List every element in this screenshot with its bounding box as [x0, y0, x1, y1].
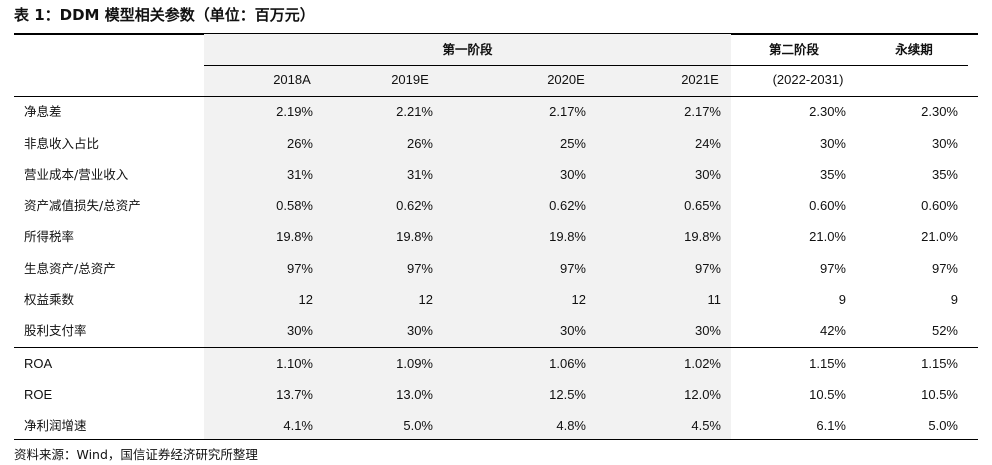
table-cell: 0.62%: [396, 198, 433, 213]
row-label: 净利润增速: [24, 418, 87, 433]
table-cell: 1.10%: [276, 356, 313, 371]
table-cell: 2.17%: [549, 104, 586, 119]
table-cell: 31%: [406, 167, 433, 182]
table-cell: 30%: [559, 323, 586, 338]
table-cell: 12.0%: [684, 387, 721, 402]
row-label: 营业成本/营业收入: [24, 167, 129, 182]
table-cell: 6.1%: [816, 418, 846, 433]
row-label: ROA: [24, 356, 53, 371]
row-label: 非息收入占比: [24, 136, 100, 151]
table-cell: 1.06%: [549, 356, 586, 371]
table-cell: 11: [707, 292, 722, 307]
header-year: 2020E: [547, 72, 585, 87]
table-cell: 30%: [694, 323, 721, 338]
table-cell: 1.02%: [684, 356, 721, 371]
table-cell: 97%: [694, 261, 721, 276]
table-cell: 21.0%: [921, 229, 958, 244]
table-cell: 30%: [694, 167, 721, 182]
table-cell: 42%: [819, 323, 846, 338]
table-cell: 52%: [931, 323, 958, 338]
header-divider: [204, 65, 968, 66]
header-year: 2018A: [273, 72, 311, 87]
table-cell: 0.65%: [684, 198, 721, 213]
table-cell: 2.30%: [921, 104, 958, 119]
header-stage1: 第一阶段: [442, 42, 493, 57]
table-cell: 12: [418, 292, 433, 307]
table-cell: 0.60%: [921, 198, 958, 213]
row-label: 所得税率: [24, 229, 75, 244]
table-cell: 97%: [819, 261, 846, 276]
table-cell: 2.19%: [276, 104, 313, 119]
row-label: 股利支付率: [24, 323, 87, 338]
table-cell: 2.21%: [396, 104, 433, 119]
table-cell: 26%: [286, 136, 313, 151]
source-note: 资料来源：Wind，国信证券经济研究所整理: [14, 447, 258, 462]
table-cell: 35%: [819, 167, 846, 182]
table-cell: 12.5%: [549, 387, 586, 402]
table-cell: 9: [950, 292, 958, 307]
table-cell: 19.8%: [549, 229, 586, 244]
table-cell: 25%: [559, 136, 586, 151]
table-cell: 30%: [931, 136, 958, 151]
row-label: ROE: [24, 387, 53, 402]
table-cell: 97%: [931, 261, 958, 276]
table-cell: 2.17%: [684, 104, 721, 119]
table-cell: 97%: [286, 261, 313, 276]
table-cell: 2.30%: [809, 104, 846, 119]
table-cell: 12: [571, 292, 586, 307]
table-cell: 0.58%: [276, 198, 313, 213]
header-year: 2019E: [391, 72, 429, 87]
row-label: 权益乘数: [24, 292, 75, 307]
table-cell: 31%: [286, 167, 313, 182]
table-cell: 19.8%: [276, 229, 313, 244]
table-cell: 24%: [694, 136, 721, 151]
header-year: 2021E: [681, 72, 719, 87]
table-cell: 30%: [819, 136, 846, 151]
table-cell: 10.5%: [921, 387, 958, 402]
table-cell: 1.09%: [396, 356, 433, 371]
shaded-stage1-area: [204, 34, 731, 439]
table-cell: 4.8%: [556, 418, 586, 433]
table-cell: 26%: [406, 136, 433, 151]
table-cell: 13.7%: [276, 387, 313, 402]
table-cell: 12: [298, 292, 313, 307]
table-cell: 30%: [286, 323, 313, 338]
row-label: 资产减值损失/总资产: [24, 198, 141, 213]
table-cell: 9: [838, 292, 846, 307]
table-cell: 10.5%: [809, 387, 846, 402]
table-cell: 19.8%: [396, 229, 433, 244]
row-label: 净息差: [24, 104, 62, 119]
table-cell: 0.62%: [549, 198, 586, 213]
table-cell: 5.0%: [928, 418, 958, 433]
table-title: 表 1：DDM 模型相关参数（单位：百万元）: [14, 6, 315, 24]
table-cell: 13.0%: [396, 387, 433, 402]
bottom-rule: [14, 439, 978, 440]
table-cell: 4.1%: [283, 418, 313, 433]
mid-rule: [14, 347, 978, 348]
table-cell: 4.5%: [691, 418, 721, 433]
header-perpetual: 永续期: [895, 42, 933, 57]
header-year: (2022-2031): [772, 72, 844, 87]
table-cell: 0.60%: [809, 198, 846, 213]
table-cell: 30%: [559, 167, 586, 182]
header-bottom-rule: [14, 96, 978, 97]
table-cell: 5.0%: [403, 418, 433, 433]
table-cell: 97%: [559, 261, 586, 276]
table-cell: 21.0%: [809, 229, 846, 244]
table-cell: 35%: [931, 167, 958, 182]
table-cell: 19.8%: [684, 229, 721, 244]
table-cell: 1.15%: [921, 356, 958, 371]
header-stage2: 第二阶段: [768, 42, 819, 57]
row-label: 生息资产/总资产: [24, 261, 116, 276]
table-cell: 97%: [406, 261, 433, 276]
table-cell: 30%: [406, 323, 433, 338]
table-cell: 1.15%: [809, 356, 846, 371]
